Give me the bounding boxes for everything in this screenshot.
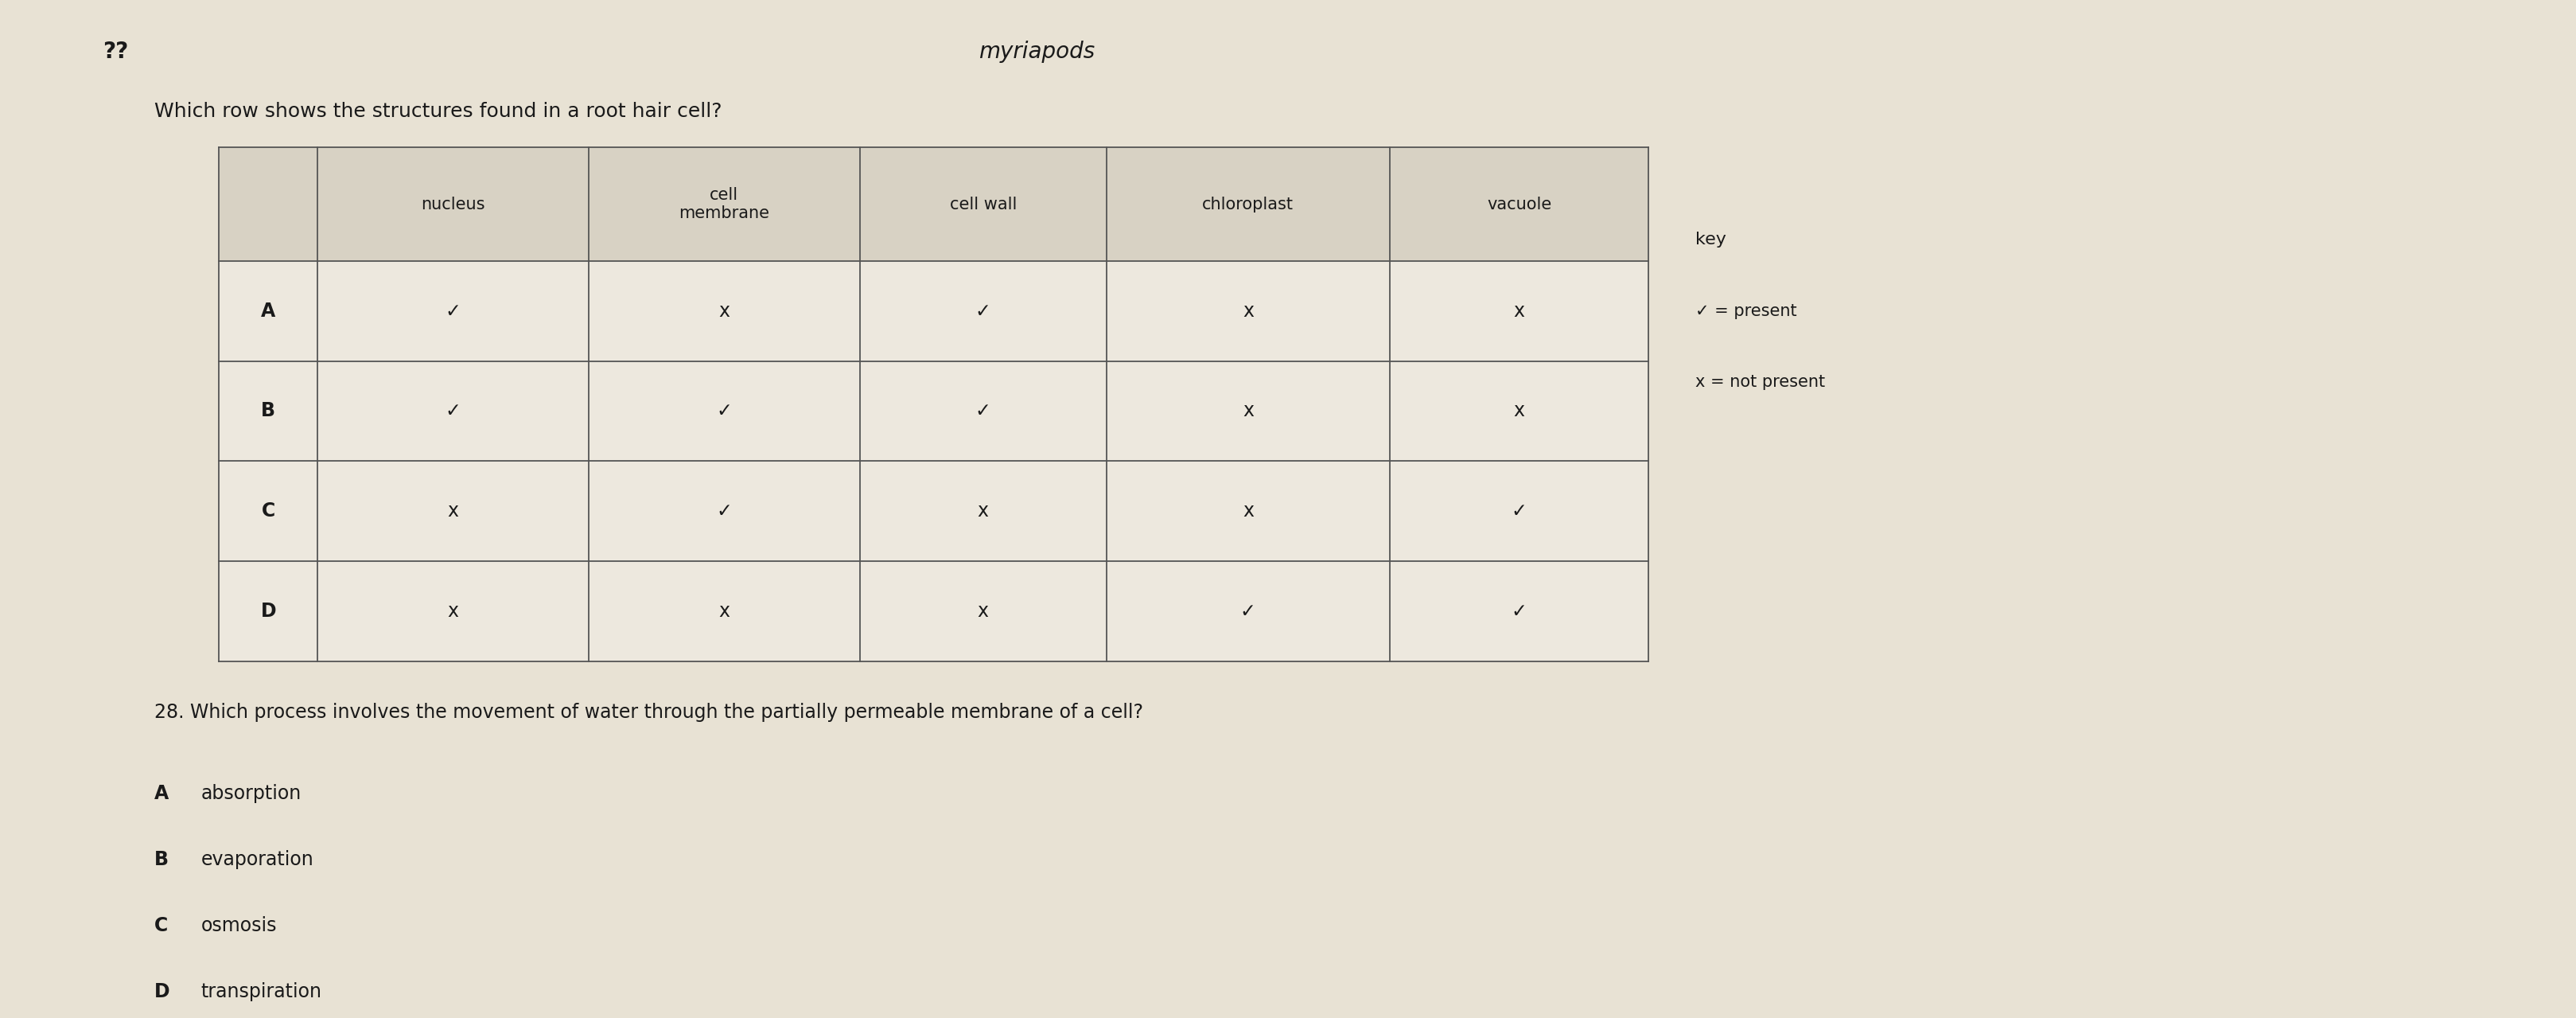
Text: D: D	[260, 602, 276, 621]
Text: 28. Which process involves the movement of water through the partially permeable: 28. Which process involves the movement …	[155, 702, 1144, 722]
Text: x: x	[719, 602, 729, 621]
Text: ✓: ✓	[446, 301, 461, 321]
Text: C: C	[260, 502, 276, 521]
Bar	[317, 461, 590, 562]
Text: vacuole: vacuole	[1486, 196, 1551, 212]
Bar	[1391, 148, 1649, 261]
Bar	[1391, 562, 1649, 662]
Text: x: x	[1515, 301, 1525, 321]
Bar	[1105, 261, 1391, 361]
Bar	[590, 461, 860, 562]
Text: x: x	[1242, 301, 1255, 321]
Text: cell
membrane: cell membrane	[680, 187, 770, 221]
Text: evaporation: evaporation	[201, 850, 314, 869]
Text: x: x	[719, 301, 729, 321]
Bar	[219, 261, 317, 361]
Text: absorption: absorption	[201, 784, 301, 803]
Bar	[860, 461, 1105, 562]
Bar	[590, 562, 860, 662]
Bar	[590, 148, 860, 261]
Text: key: key	[1695, 232, 1726, 247]
Text: ✓: ✓	[1239, 602, 1257, 621]
Text: myriapods: myriapods	[979, 41, 1095, 63]
Text: B: B	[260, 401, 276, 420]
Bar	[860, 148, 1105, 261]
Text: x: x	[1242, 502, 1255, 521]
Text: ✓: ✓	[976, 401, 992, 420]
Text: x: x	[976, 502, 989, 521]
Text: ✓: ✓	[1512, 502, 1528, 521]
Text: A: A	[260, 301, 276, 321]
Text: A: A	[155, 784, 170, 803]
Bar	[317, 148, 590, 261]
Text: ✓: ✓	[976, 301, 992, 321]
Text: x: x	[448, 502, 459, 521]
Text: Which row shows the structures found in a root hair cell?: Which row shows the structures found in …	[155, 102, 721, 121]
Bar	[1391, 461, 1649, 562]
Bar	[1105, 562, 1391, 662]
Bar	[590, 361, 860, 461]
Text: B: B	[155, 850, 170, 869]
Bar	[1391, 261, 1649, 361]
Bar	[1105, 361, 1391, 461]
Bar	[860, 261, 1105, 361]
Text: ✓ = present: ✓ = present	[1695, 303, 1795, 319]
Text: ✓: ✓	[716, 502, 732, 521]
Text: transpiration: transpiration	[201, 982, 322, 1002]
Text: x: x	[1242, 401, 1255, 420]
Text: C: C	[155, 916, 167, 936]
Text: ✓: ✓	[1512, 602, 1528, 621]
Bar	[219, 461, 317, 562]
Bar	[590, 261, 860, 361]
Text: x: x	[1515, 401, 1525, 420]
Bar	[1391, 361, 1649, 461]
Text: x: x	[976, 602, 989, 621]
Bar	[219, 148, 317, 261]
Bar	[317, 261, 590, 361]
Bar	[1105, 148, 1391, 261]
Text: ✓: ✓	[716, 401, 732, 420]
Text: cell wall: cell wall	[951, 196, 1018, 212]
Bar	[219, 361, 317, 461]
Text: nucleus: nucleus	[420, 196, 484, 212]
Text: ??: ??	[103, 41, 129, 63]
Bar	[317, 361, 590, 461]
Bar	[860, 361, 1105, 461]
Text: D: D	[155, 982, 170, 1002]
Bar	[317, 562, 590, 662]
Text: osmosis: osmosis	[201, 916, 276, 936]
Bar	[1105, 461, 1391, 562]
Text: ✓: ✓	[446, 401, 461, 420]
Text: chloroplast: chloroplast	[1203, 196, 1293, 212]
Bar	[860, 562, 1105, 662]
Text: x: x	[448, 602, 459, 621]
Text: x = not present: x = not present	[1695, 375, 1824, 390]
Bar	[219, 562, 317, 662]
